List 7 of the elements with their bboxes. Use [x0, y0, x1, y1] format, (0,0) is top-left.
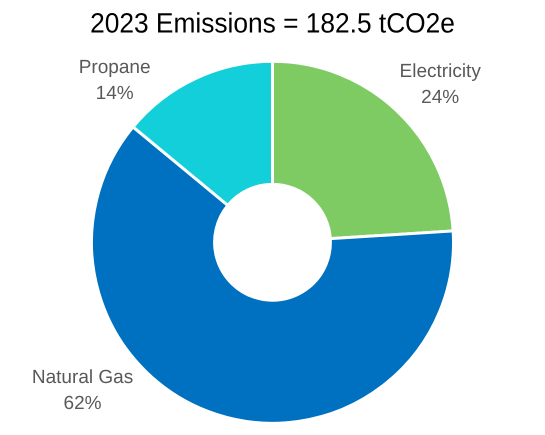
- slice-label: Natural Gas: [32, 367, 134, 388]
- data-label: 24%: [421, 87, 460, 108]
- data-label: 14%: [96, 83, 134, 104]
- slice-label: Electricity: [400, 61, 482, 82]
- data-label: 62%: [64, 393, 102, 414]
- slice-label: Propane: [78, 57, 151, 78]
- chart-title: 2023 Emissions = 182.5 tCO2e: [90, 6, 455, 39]
